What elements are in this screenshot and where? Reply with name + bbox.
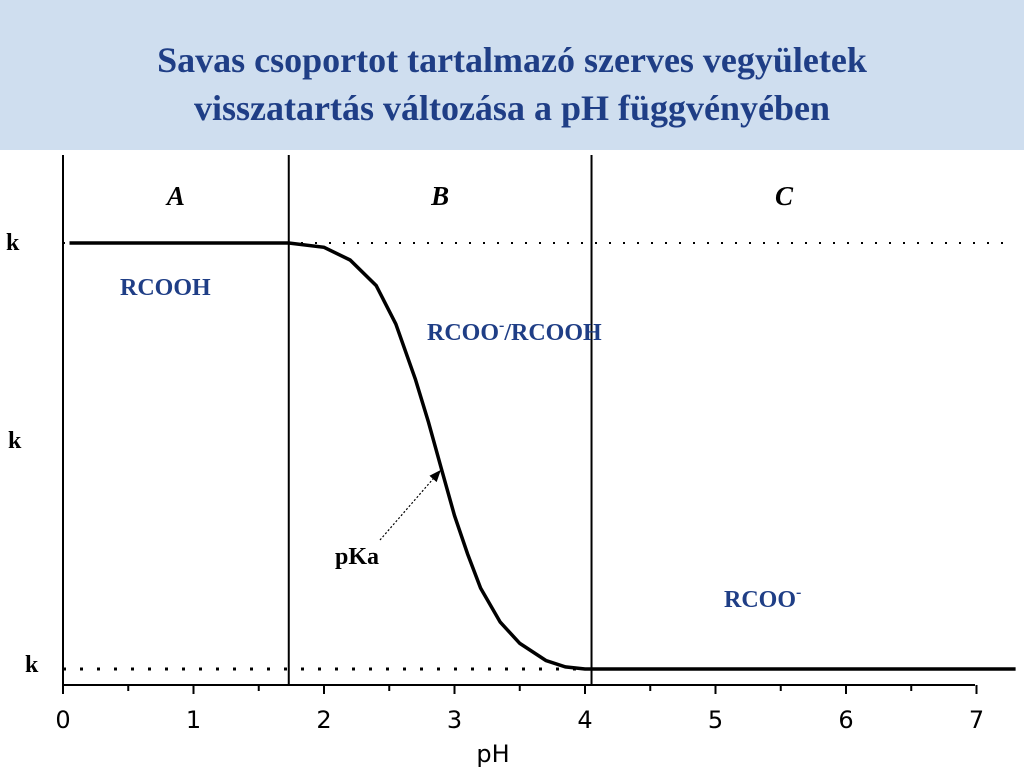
species-mixed-base: RCOO [427, 320, 499, 346]
species-rcoo-base: RCOO [724, 587, 796, 613]
x-tick-label: 6 [838, 706, 853, 734]
retention-curve [69, 241, 1016, 671]
x-tick-label: 7 [969, 706, 984, 734]
species-label-mixed: RCOO-/RCOOH [427, 317, 602, 346]
species-mixed-suffix: /RCOOH [503, 320, 602, 346]
x-tick-label: 0 [55, 706, 70, 734]
x-axis-ticks [62, 685, 978, 694]
title-line-1: Savas csoportot tartalmazó szerves vegyü… [157, 40, 867, 80]
x-tick-label: 1 [186, 706, 201, 734]
x-tick-label: 3 [447, 706, 462, 734]
slide-title: Savas csoportot tartalmazó szerves vegyü… [0, 36, 1024, 132]
x-tick-label: 5 [708, 706, 723, 734]
region-label-c: C [775, 181, 794, 211]
species-label-rcooh: RCOOH [120, 275, 211, 301]
y-label-k-min: k [25, 652, 39, 678]
x-axis-title: pH [476, 740, 509, 768]
x-axis-tick-labels: 0 1 2 3 4 5 6 7 [55, 706, 984, 734]
region-label-a: A [165, 181, 185, 211]
y-label-k-max: k [6, 230, 20, 256]
region-label-b: B [430, 181, 449, 211]
pka-arrow [379, 469, 441, 541]
species-label-rcoo: RCOO- [724, 584, 801, 613]
y-label-k-mid: k [8, 428, 22, 454]
title-band [0, 0, 1024, 150]
species-mixed-sup: - [499, 317, 504, 334]
x-tick-label: 4 [577, 706, 592, 734]
pka-label: pKa [335, 544, 379, 570]
species-rcoo-sup: - [796, 584, 801, 601]
title-line-2: visszatartás változása a pH függvényében [194, 88, 830, 128]
x-tick-label: 2 [316, 706, 331, 734]
